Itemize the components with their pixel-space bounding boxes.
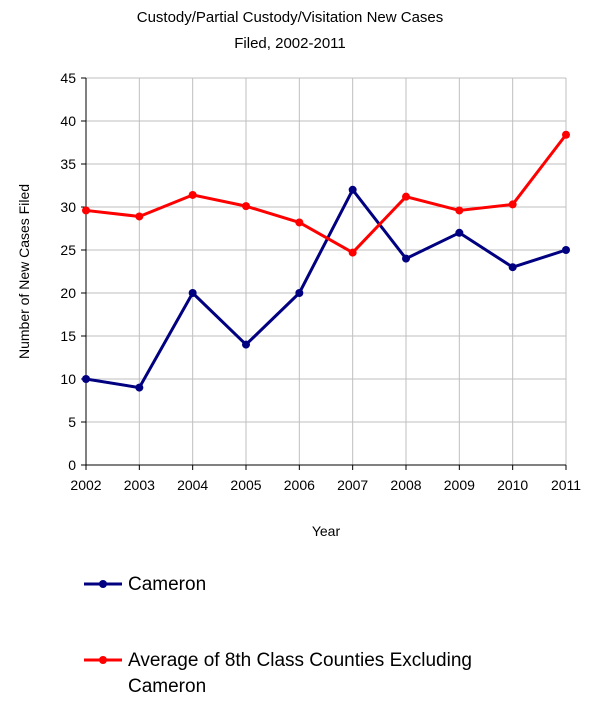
series-line-cameron [85,188,567,390]
data-point-cameron-2011 [562,246,570,254]
x-tick-label-2003: 2003 [124,477,155,493]
data-point-average-2009 [455,206,464,215]
data-point-average-2004 [188,190,197,199]
y-tick-labels: 0 5 10 15 20 25 30 35 40 45 [60,70,76,473]
x-tick-label-2008: 2008 [390,477,421,493]
data-point-average-2010 [508,200,517,209]
data-point-average-2005 [242,202,250,211]
gridlines [86,77,567,465]
legend-label-cameron: Cameron [128,574,207,595]
x-tick-label-2009: 2009 [444,477,475,493]
data-point-average-2003 [135,212,144,221]
data-point-average-2008 [402,192,410,201]
data-point-cameron-2006 [295,289,304,297]
x-tick-label-2011: 2011 [551,477,581,493]
x-tick-label-2004: 2004 [177,477,208,493]
data-point-cameron-2008 [402,254,410,263]
data-point-cameron-2009 [455,228,464,237]
chart-title-line-1: Custody/Partial Custody/Visitation New C… [137,9,444,26]
data-point-average-2006 [295,218,304,227]
y-tick-label-45: 45 [60,70,76,86]
x-tick-label-2006: 2006 [284,477,315,493]
y-tick-label-10: 10 [60,371,76,387]
legend-label-average-line-1: Average of 8th Class Counties Excluding [128,650,472,671]
x-tick-labels: 2002 2003 2004 2005 2006 2007 2008 2009 2010 2011 [70,477,581,493]
x-tick-label-2005: 2005 [230,477,261,493]
legend-label-average-line-2: Cameron [128,676,207,697]
y-tick-label-5: 5 [68,414,76,430]
y-tick-label-0: 0 [68,457,76,473]
data-point-cameron-2002 [82,375,90,383]
axes [81,77,567,470]
y-tick-label-20: 20 [60,285,76,301]
y-axis-title: Number of New Cases Filed [16,184,32,359]
y-tick-label-25: 25 [60,242,76,258]
legend-label-average: Average of 8th Class Counties Excluding … [128,648,588,700]
data-point-average-2002 [82,206,90,215]
x-tick-label-2010: 2010 [497,477,528,493]
y-tick-label-40: 40 [60,113,76,129]
data-point-average-2007 [348,248,357,257]
x-tick-label-2002: 2002 [70,477,101,493]
data-point-cameron-2005 [242,340,250,349]
series-lines [82,130,570,392]
data-point-cameron-2010 [508,263,517,272]
x-tick-label-2007: 2007 [337,477,368,493]
series-line-average [85,133,568,255]
y-tick-label-30: 30 [60,199,76,215]
y-tick-label-35: 35 [60,156,76,172]
data-point-cameron-2003 [135,383,144,392]
data-point-cameron-2007 [348,185,357,194]
chart-title: Custody/Partial Custody/Visitation New C… [137,9,444,52]
chart-title-line-2: Filed, 2002-2011 [234,35,345,52]
data-point-cameron-2004 [188,289,197,297]
x-axis-title: Year [312,523,341,539]
legend-swatch-average [84,656,122,664]
data-point-average-2011 [562,130,570,139]
legend-swatch-cameron [84,580,122,588]
y-tick-label-15: 15 [60,328,76,344]
